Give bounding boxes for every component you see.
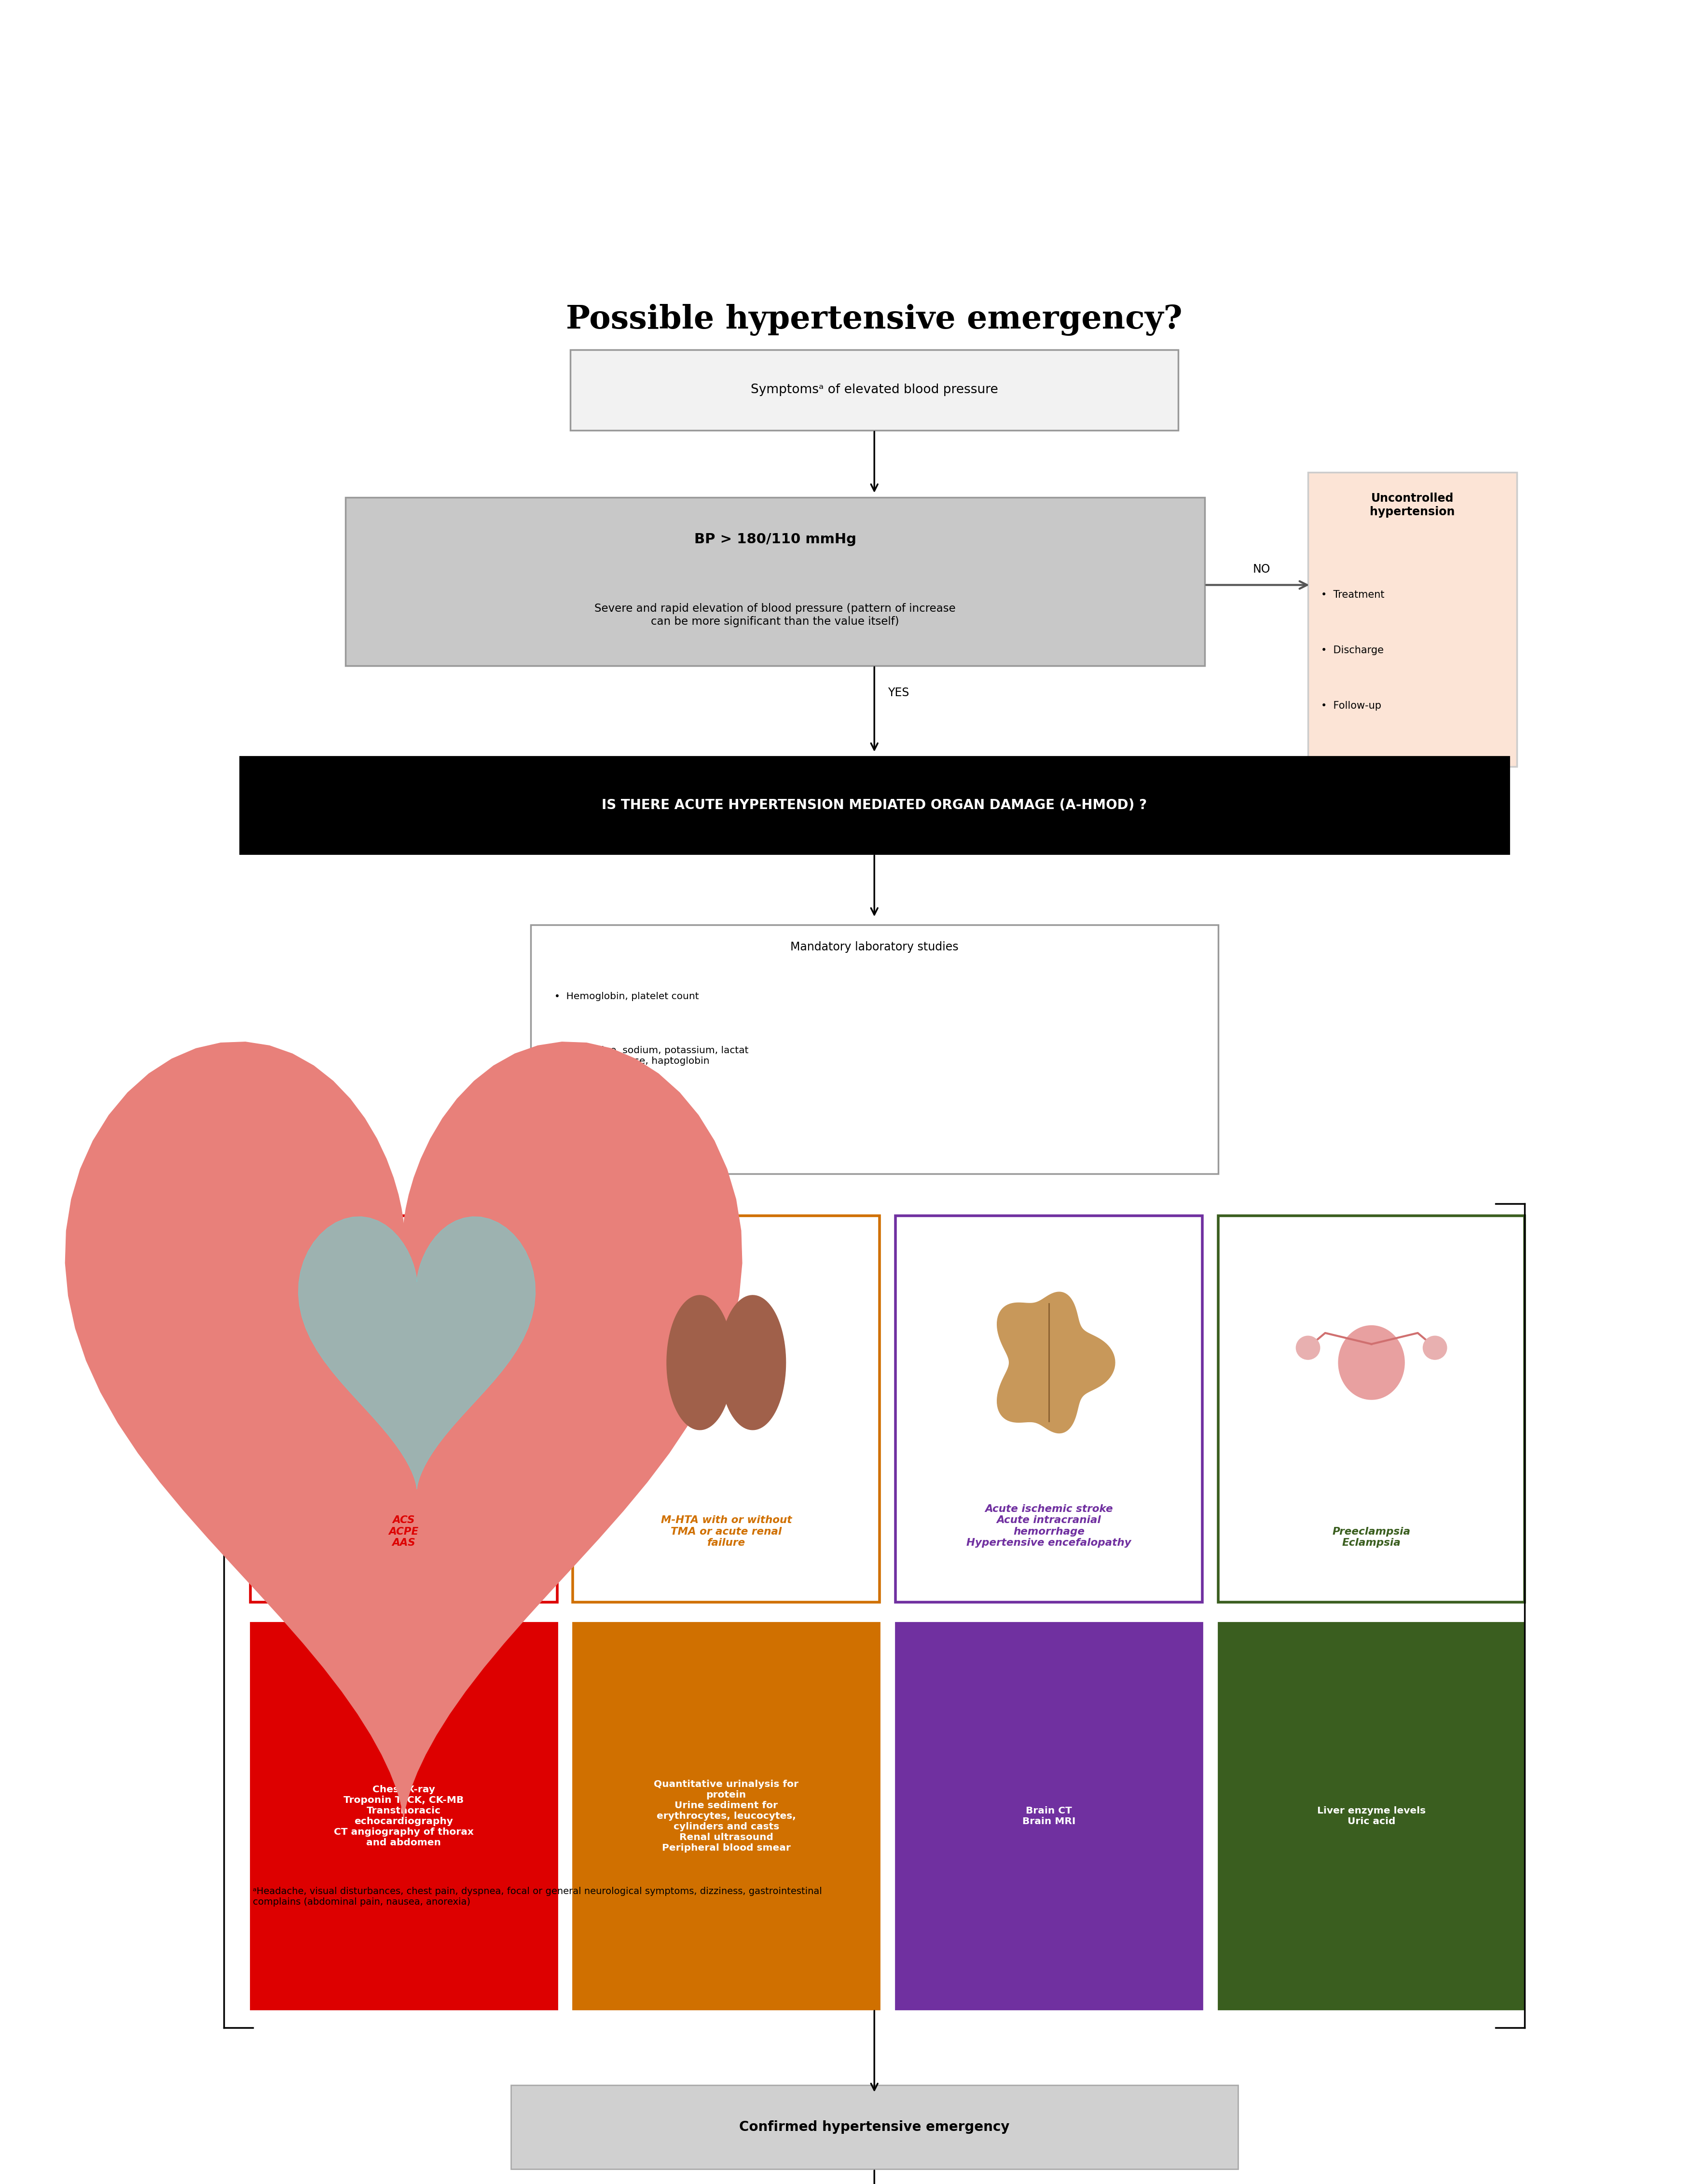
FancyBboxPatch shape (896, 1623, 1203, 2009)
Text: Uncontrolled
hypertension: Uncontrolled hypertension (1370, 491, 1455, 518)
Text: Preeclampsia
Eclampsia: Preeclampsia Eclampsia (1332, 1527, 1411, 1548)
Polygon shape (996, 1293, 1116, 1433)
Text: •  Discharge: • Discharge (1320, 646, 1384, 655)
Text: Symptomsᵃ of elevated blood pressure: Symptomsᵃ of elevated blood pressure (751, 384, 998, 395)
FancyBboxPatch shape (251, 1216, 556, 1603)
Text: •  ECG: • ECG (554, 1118, 587, 1127)
Text: Confirmed hypertensive emergency: Confirmed hypertensive emergency (739, 2121, 1010, 2134)
FancyBboxPatch shape (1309, 472, 1517, 767)
Text: Possible hypertensive emergency?: Possible hypertensive emergency? (566, 304, 1182, 336)
FancyBboxPatch shape (510, 2086, 1239, 2169)
Polygon shape (65, 1042, 742, 1819)
Text: •  Hemoglobin, platelet count: • Hemoglobin, platelet count (554, 992, 699, 1000)
Text: NO: NO (1252, 563, 1271, 574)
Text: ᵃHeadache, visual disturbances, chest pain, dyspnea, focal or general neurologic: ᵃHeadache, visual disturbances, chest pa… (252, 1887, 822, 1907)
Polygon shape (720, 1295, 786, 1431)
FancyBboxPatch shape (1218, 1216, 1525, 1603)
Text: Quantitative urinalysis for
protein
Urine sediment for
erythrocytes, leucocytes,: Quantitative urinalysis for protein Urin… (653, 1780, 798, 1852)
FancyBboxPatch shape (573, 1623, 880, 2009)
Text: Chest X-ray
Troponin T, CK, CK-MB
Transthoracic
echocardiography
CT angiography : Chest X-ray Troponin T, CK, CK-MB Transt… (334, 1784, 474, 1848)
Text: •  Creatinine, sodium, potassium, lactat
     dehydrogenase, haptoglobin: • Creatinine, sodium, potassium, lactat … (554, 1046, 749, 1066)
Text: M-HTA with or without
TMA or acute renal
failure: M-HTA with or without TMA or acute renal… (660, 1516, 792, 1548)
Polygon shape (667, 1295, 734, 1431)
FancyBboxPatch shape (531, 924, 1218, 1173)
Text: Acute ischemic stroke
Acute intracranial
hemorrhage
Hypertensive encefalopathy: Acute ischemic stroke Acute intracranial… (966, 1505, 1131, 1548)
Text: Mandatory laboratory studies: Mandatory laboratory studies (790, 941, 959, 952)
FancyBboxPatch shape (573, 1216, 880, 1603)
Text: •  Treatment: • Treatment (1320, 590, 1385, 601)
Text: IS THERE ACUTE HYPERTENSION MEDIATED ORGAN DAMAGE (A-HMOD) ?: IS THERE ACUTE HYPERTENSION MEDIATED ORG… (602, 799, 1146, 812)
Text: Liver enzyme levels
Uric acid: Liver enzyme levels Uric acid (1317, 1806, 1426, 1826)
Text: BP > 180/110 mmHg: BP > 180/110 mmHg (694, 533, 856, 546)
Text: •  Follow-up: • Follow-up (1320, 701, 1382, 710)
Polygon shape (1339, 1326, 1404, 1400)
Text: •  Fundoscopy: • Fundoscopy (554, 1149, 624, 1158)
Text: Brain CT
Brain MRI: Brain CT Brain MRI (1022, 1806, 1075, 1826)
Text: ACS
ACPE
AAS: ACS ACPE AAS (389, 1516, 418, 1548)
FancyBboxPatch shape (239, 756, 1510, 854)
Text: YES: YES (887, 686, 909, 699)
FancyBboxPatch shape (1218, 1623, 1525, 2009)
Text: Severe and rapid elevation of blood pressure (pattern of increase
can be more si: Severe and rapid elevation of blood pres… (594, 603, 955, 627)
Polygon shape (299, 1216, 536, 1489)
Ellipse shape (1423, 1337, 1447, 1361)
FancyBboxPatch shape (251, 1623, 556, 2009)
FancyBboxPatch shape (570, 349, 1179, 430)
FancyBboxPatch shape (896, 1216, 1203, 1603)
FancyBboxPatch shape (345, 498, 1204, 666)
Ellipse shape (1297, 1337, 1320, 1361)
